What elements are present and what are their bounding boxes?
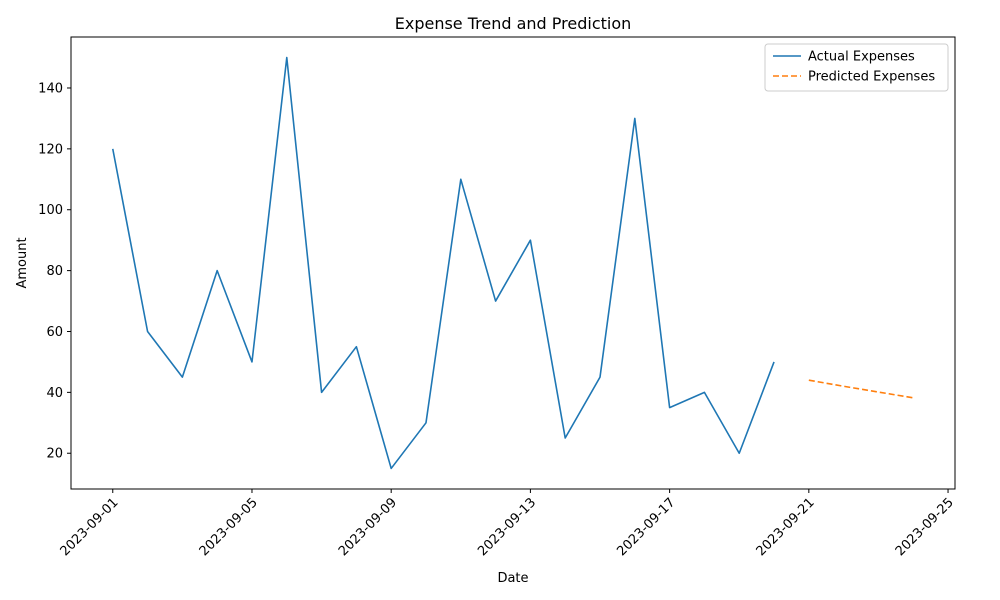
x-tick-label: 2023-09-13 [475,495,539,559]
data-point [633,117,636,120]
data-point [494,299,497,302]
data-point [529,239,532,242]
data-point [355,345,358,348]
y-axis-label: Amount [15,237,30,288]
data-point [250,360,253,363]
legend: Actual Expenses Predicted Expenses [764,43,949,92]
legend-box [764,43,949,92]
x-tick-label: 2023-09-05 [197,495,261,559]
data-point [564,436,567,439]
data-point [598,376,601,379]
data-point [146,330,149,333]
data-point [772,360,775,363]
y-axis: 20 40 60 80 100 120 140 [38,81,71,462]
data-point [390,467,393,470]
y-tick-label: 140 [38,81,63,96]
data-point [703,391,706,394]
x-axis: 2023-09-01 2023-09-05 2023-09-09 2023-09-13… [58,489,957,559]
y-tick-label: 100 [38,203,63,218]
data-point [320,391,323,394]
data-point [111,147,114,150]
data-point [877,390,880,393]
plot-area [111,56,915,470]
series-line-0 [111,56,775,470]
x-tick-label: 2023-09-01 [58,495,122,559]
legend-label: Predicted Expenses [808,70,935,85]
x-tick-label: 2023-09-25 [893,495,957,559]
data-point [912,396,915,399]
x-tick-label: 2023-09-21 [754,495,818,559]
x-tick-label: 2023-09-09 [336,495,400,559]
legend-label: Actual Expenses [808,50,915,65]
data-point [738,452,741,455]
data-point [668,406,671,409]
data-point [285,56,288,59]
y-tick-label: 20 [46,447,63,462]
data-point [216,269,219,272]
y-tick-label: 120 [38,142,63,157]
y-tick-label: 80 [46,264,63,279]
series-line-1 [808,379,914,399]
data-point [842,385,845,388]
data-point [181,376,184,379]
plot-frame [70,36,956,490]
data-point [807,379,810,382]
y-tick-label: 60 [46,325,63,340]
data-point [459,178,462,181]
x-tick-label: 2023-09-17 [614,495,678,559]
x-axis-label: Date [497,571,528,586]
data-point [424,421,427,424]
chart-title: Expense Trend and Prediction [395,14,632,33]
y-tick-label: 40 [46,386,63,401]
